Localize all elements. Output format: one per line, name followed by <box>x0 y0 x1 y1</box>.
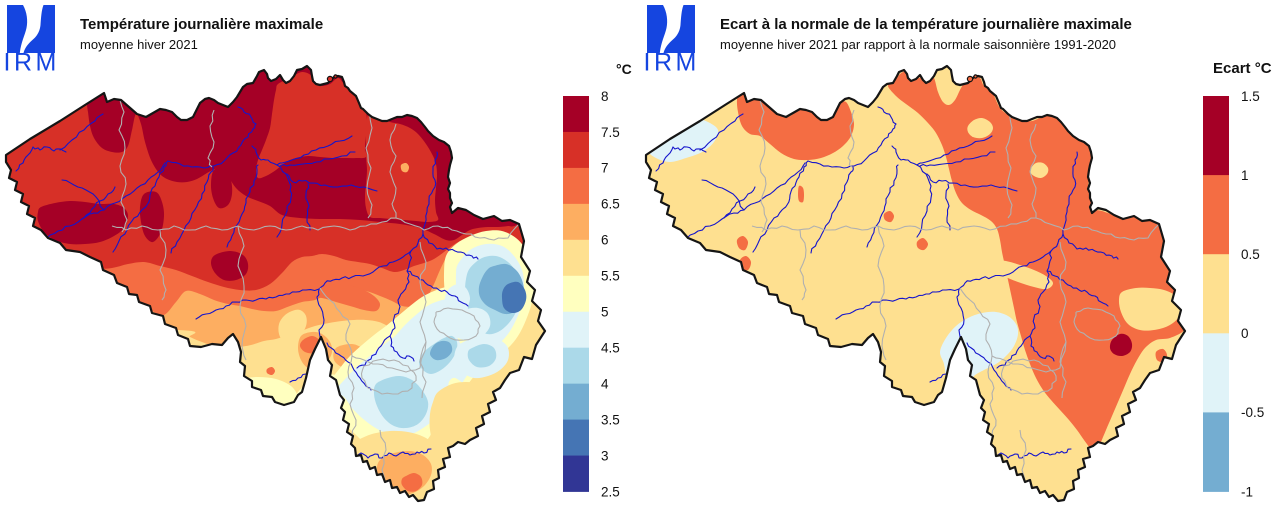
svg-text:3.5: 3.5 <box>601 412 620 427</box>
svg-text:-0.5: -0.5 <box>1241 405 1264 420</box>
svg-text:0: 0 <box>1241 326 1249 341</box>
svg-text:4.5: 4.5 <box>601 341 620 356</box>
svg-text:1.5: 1.5 <box>1241 89 1260 104</box>
svg-text:IRM: IRM <box>644 49 700 77</box>
svg-text:6: 6 <box>601 233 609 248</box>
svg-text:-1: -1 <box>1241 484 1253 499</box>
svg-text:5: 5 <box>601 305 609 320</box>
svg-text:7: 7 <box>601 161 609 176</box>
svg-text:IRM: IRM <box>4 49 60 77</box>
svg-text:4: 4 <box>601 376 609 391</box>
svg-text:1: 1 <box>1241 168 1249 183</box>
svg-text:°C: °C <box>616 61 632 77</box>
svg-text:5.5: 5.5 <box>601 269 620 284</box>
svg-text:7.5: 7.5 <box>601 125 620 140</box>
svg-text:0.5: 0.5 <box>1241 247 1260 262</box>
svg-text:6.5: 6.5 <box>601 197 620 212</box>
svg-text:8: 8 <box>601 89 609 104</box>
svg-text:3: 3 <box>601 448 609 463</box>
svg-text:2.5: 2.5 <box>601 484 620 499</box>
svg-text:Ecart °C: Ecart °C <box>1213 60 1272 77</box>
